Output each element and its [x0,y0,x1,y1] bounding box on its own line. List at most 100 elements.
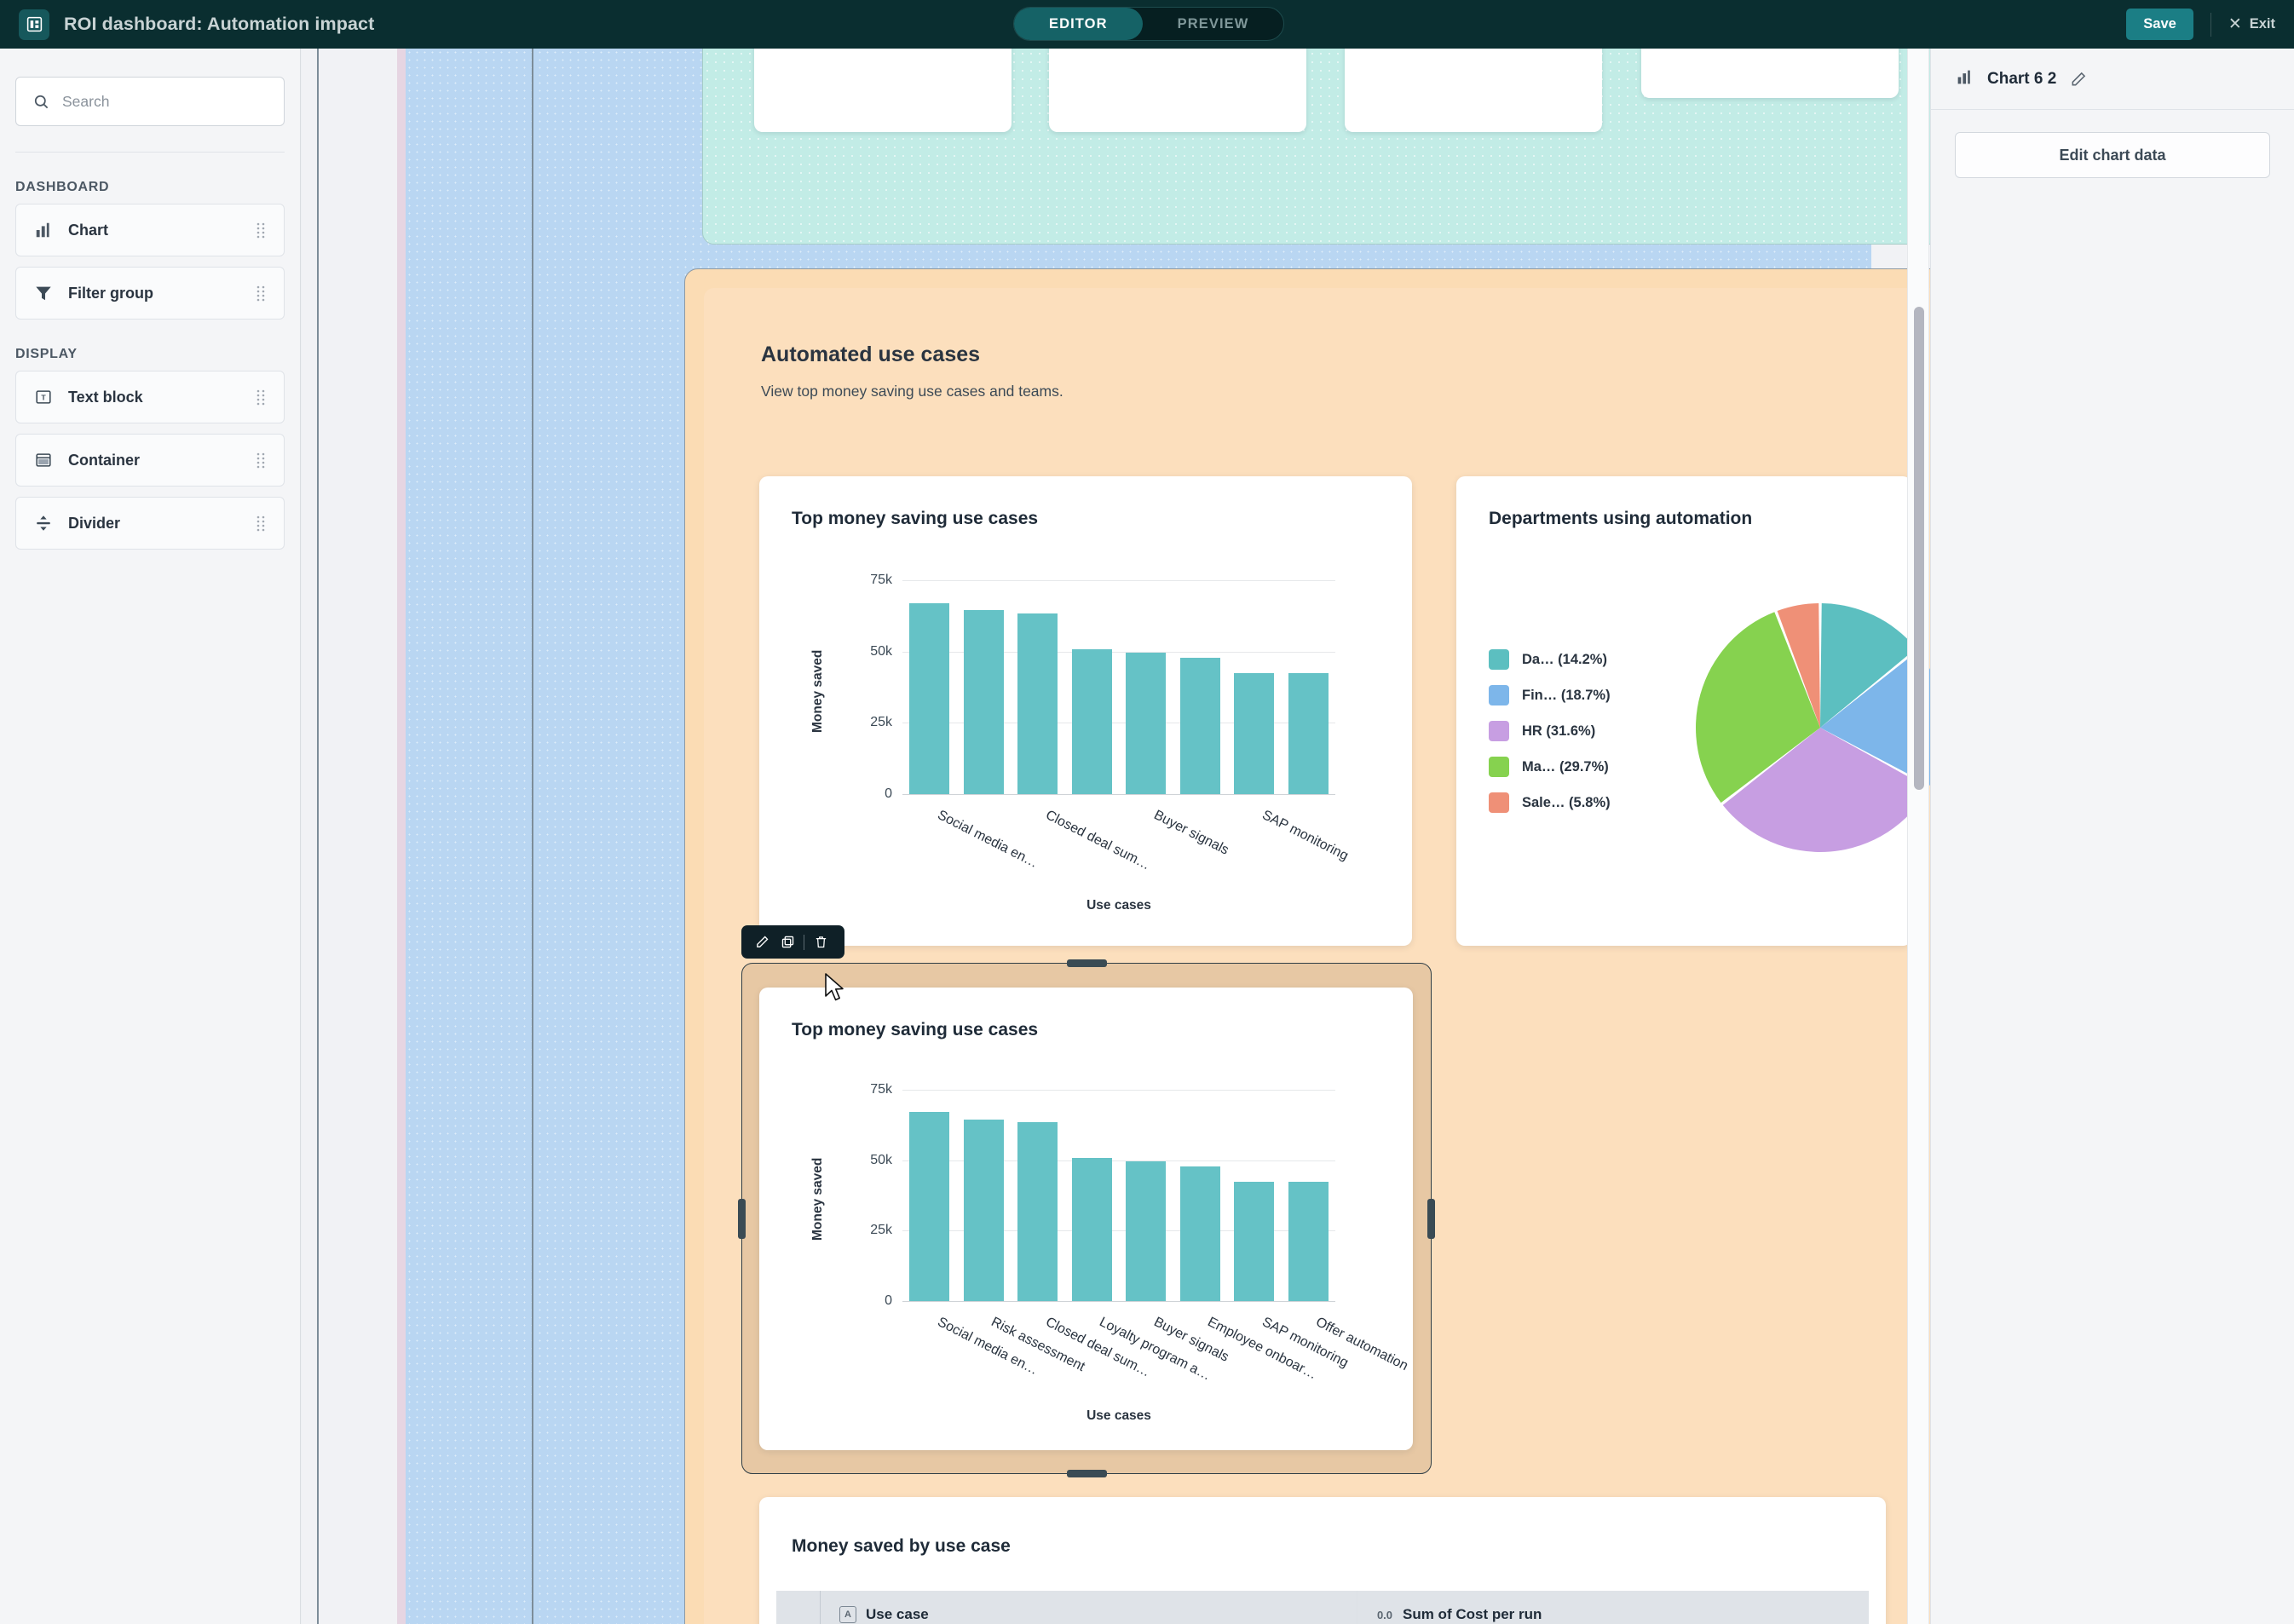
number-type-icon: 0.0 [1376,1608,1393,1621]
pie-slice[interactable] [1696,612,1820,803]
chart-title: Top money saving use cases [792,509,1039,528]
pie-legend-item[interactable]: Ma… (29.7%) [1489,749,1611,785]
edit-chart-data-button[interactable]: Edit chart data [1955,132,2270,178]
bar[interactable] [1288,1181,1329,1301]
bar[interactable] [909,1112,950,1301]
sidebar-item-label: Filter group [68,284,153,302]
bar[interactable] [963,610,1004,794]
dashboard-icon[interactable] [19,9,49,40]
table-column-header-use-case[interactable]: A Use case [821,1591,1357,1624]
pie-legend-item[interactable]: HR (31.6%) [1489,713,1611,749]
mode-toggle[interactable]: EDITOR PREVIEW [1013,7,1285,41]
sidebar-item-container[interactable]: Container [15,434,285,487]
save-button[interactable]: Save [2126,9,2193,40]
search-box[interactable] [15,77,285,126]
bar[interactable] [1288,673,1329,794]
bar[interactable] [1071,649,1112,794]
element-toolbar[interactable] [741,925,844,959]
bar[interactable] [1126,1160,1167,1301]
y-axis-tick-label: 75k [870,1081,892,1097]
pie-slice[interactable] [1777,603,1820,728]
dashboard-canvas[interactable]: Orders processed Invoices processed Empl… [302,49,1937,1624]
stat-card[interactable]: Orders processed [754,49,1012,132]
left-sidebar: DASHBOARD Chart Filter group [0,49,301,1624]
table-card-money-saved[interactable]: Money saved by use case A Use case 0.0 S… [759,1497,1886,1624]
sidebar-group-dashboard-title: DASHBOARD [15,180,110,194]
y-axis-tick-label: 25k [870,1223,892,1238]
bar[interactable] [1179,658,1220,794]
column-header-label: Use case [866,1606,929,1622]
drag-handle-icon[interactable] [255,389,267,406]
bar[interactable] [1234,1181,1275,1301]
stat-card[interactable]: Employees onboarded [1345,49,1602,132]
stat-card[interactable] [1641,49,1899,98]
bar[interactable] [909,602,950,794]
sidebar-item-chart[interactable]: Chart [15,204,285,256]
x-axis-title: Use cases [1086,898,1151,913]
chart-title: Top money saving use cases [792,1020,1039,1039]
selected-element-name: Chart 6 2 [1987,69,2057,88]
text-type-icon: A [839,1606,856,1623]
edit-icon[interactable] [749,930,775,955]
resize-handle-bottom[interactable] [1067,1470,1107,1477]
drag-handle-icon[interactable] [255,515,267,532]
legend-swatch [1489,649,1509,670]
duplicate-icon[interactable] [775,930,800,955]
bar-chart-icon [1956,68,1974,90]
resize-handle-top[interactable] [1067,959,1107,967]
funnel-icon [33,284,54,302]
legend-label: Da… (14.2%) [1522,651,1607,667]
pie-legend-item[interactable]: Da… (14.2%) [1489,642,1611,677]
section-title: Automated use cases [761,343,981,366]
legend-label: Sale… (5.8%) [1522,794,1611,810]
gridline [902,1230,1335,1232]
bar[interactable] [1017,613,1058,794]
pie-slice[interactable] [1820,603,1916,728]
drag-handle-icon[interactable] [255,452,267,469]
bar[interactable] [1126,652,1167,794]
bar[interactable] [963,1119,1004,1301]
pie-chart [1696,603,1937,852]
sidebar-divider [15,152,285,153]
pencil-icon[interactable] [2070,71,2087,88]
bar[interactable] [1071,1157,1112,1301]
legend-swatch [1489,685,1509,705]
bar[interactable] [1017,1121,1058,1301]
search-icon [34,95,49,108]
sidebar-item-filter-group[interactable]: Filter group [15,267,285,320]
chart-card-departments[interactable]: Departments using automation Da… (14.2%)… [1456,476,1937,946]
container-icon [33,451,54,469]
drag-handle-icon[interactable] [255,222,267,239]
bar[interactable] [1179,1166,1220,1301]
chart-card-top-money-saving[interactable]: Top money saving use cases 0 25k 50k 75k Mon… [759,476,1412,946]
resize-handle-right[interactable] [1427,1199,1435,1239]
tab-editor[interactable]: EDITOR [1014,8,1143,40]
table-title: Money saved by use case [792,1536,1011,1556]
legend-swatch [1489,757,1509,777]
chart-card-top-money-saving-selected[interactable]: Top money saving use cases 0 25k 50k 75k Mon… [759,988,1413,1450]
tab-preview[interactable]: PREVIEW [1177,15,1249,32]
legend-label: Fin… (18.7%) [1522,687,1611,703]
legend-label: Ma… (29.7%) [1522,758,1609,775]
table-column-header-cost[interactable]: 0.0 Sum of Cost per run [1357,1591,1869,1624]
exit-button[interactable]: ✕ Exit [2228,16,2275,32]
x-axis-line [902,1301,1335,1302]
y-axis-tick-label: 75k [870,573,892,588]
pie-slice[interactable] [1722,728,1929,852]
canvas-scrollbar[interactable] [1907,49,1929,1624]
table-index-header [776,1591,821,1624]
pie-legend-item[interactable]: Fin… (18.7%) [1489,677,1611,713]
canvas-inner-edge-line [532,49,533,1624]
sidebar-item-text-block[interactable]: T Text block [15,371,285,423]
mouse-cursor [825,973,844,1001]
sidebar-item-divider[interactable]: Divider [15,497,285,550]
trash-icon[interactable] [808,930,833,955]
search-input[interactable] [62,92,267,111]
drag-handle-icon[interactable] [255,285,267,302]
stat-card[interactable]: Invoices processed [1049,49,1306,132]
data-table[interactable]: A Use case 0.0 Sum of Cost per run 1 Off… [776,1591,1869,1624]
resize-handle-left[interactable] [738,1199,746,1239]
scrollbar-thumb[interactable] [1914,307,1924,790]
pie-legend-item[interactable]: Sale… (5.8%) [1489,785,1611,821]
bar[interactable] [1234,673,1275,794]
